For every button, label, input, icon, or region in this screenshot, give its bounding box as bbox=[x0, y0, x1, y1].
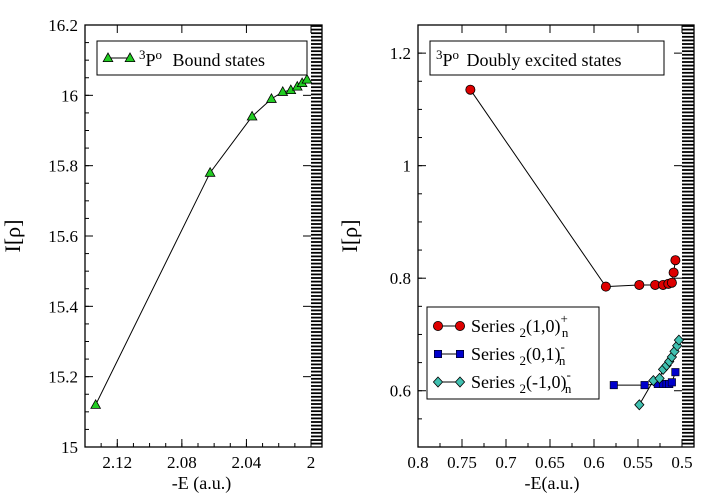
legend-marker bbox=[432, 320, 443, 331]
data-point bbox=[277, 85, 289, 96]
x-axis-label: -E (a.u.) bbox=[172, 473, 231, 494]
data-point bbox=[204, 166, 216, 177]
threshold-band bbox=[682, 25, 694, 447]
y-tick-label: 0.8 bbox=[390, 269, 411, 288]
legend-label: Series 2(-1,0)-n bbox=[471, 367, 572, 396]
x-tick-label: 0.75 bbox=[447, 453, 477, 472]
series-line bbox=[469, 89, 676, 288]
x-tick-label: 0.8 bbox=[407, 453, 428, 472]
data-point bbox=[640, 381, 649, 390]
x-tick-label: 0.55 bbox=[623, 453, 653, 472]
y-tick-label: 15.2 bbox=[48, 368, 78, 387]
y-tick-label: 15.8 bbox=[48, 157, 78, 176]
legend-marker bbox=[455, 349, 464, 358]
legend-marker bbox=[102, 52, 114, 62]
data-point bbox=[634, 399, 645, 411]
data-point bbox=[671, 368, 680, 377]
x-tick-label: 0.65 bbox=[535, 453, 565, 472]
plot-frame bbox=[417, 24, 695, 448]
x-tick-label: 2.04 bbox=[232, 453, 262, 472]
legend-label: 3Po Bound states bbox=[139, 47, 265, 70]
data-point bbox=[246, 110, 258, 121]
y-tick-label: 1 bbox=[403, 157, 412, 176]
y-tick-label: 1.2 bbox=[390, 44, 411, 63]
y-axis-label: I[ρ] bbox=[0, 220, 25, 253]
legend-marker bbox=[124, 52, 136, 62]
bound-states-chart: 15 15.2 15.4 15.6 15.8 16 16.2 2.12 2.08 2.04 2 -E … bbox=[0, 16, 323, 494]
x-tick-label: 2.08 bbox=[167, 453, 197, 472]
data-point bbox=[667, 378, 676, 387]
legend-marker bbox=[454, 376, 466, 388]
data-point bbox=[673, 334, 685, 346]
y-tick-label: 16 bbox=[61, 86, 78, 105]
x-tick-label: 0.7 bbox=[495, 453, 517, 472]
data-point bbox=[634, 279, 645, 290]
y-tick-label: 16.2 bbox=[48, 16, 78, 35]
threshold-band bbox=[311, 25, 322, 447]
x-tick-label: 2.12 bbox=[102, 453, 132, 472]
legend-title-box bbox=[429, 40, 665, 76]
x-axis-label: -E(a.u.) bbox=[525, 473, 580, 494]
data-point bbox=[600, 281, 611, 292]
legend-marker bbox=[432, 376, 444, 388]
x-tick-label: 0.5 bbox=[671, 453, 692, 472]
legend-marker bbox=[433, 349, 442, 358]
plot-frame bbox=[84, 24, 323, 448]
data-point bbox=[666, 277, 677, 288]
legend-label: Series 2(1,0)+ n bbox=[471, 311, 569, 340]
legend-title: 3Po Doubly excited states bbox=[436, 47, 621, 70]
legend-marker bbox=[454, 320, 465, 331]
legend-label: Series 2(0,1)-n bbox=[471, 339, 566, 368]
x-tick-label: 0.6 bbox=[583, 453, 604, 472]
data-point bbox=[301, 73, 313, 84]
data-point bbox=[609, 381, 618, 390]
data-point bbox=[670, 255, 681, 266]
data-point bbox=[654, 372, 665, 384]
series-line bbox=[95, 79, 308, 406]
legend-box bbox=[426, 306, 600, 400]
doubly-excited-states-chart: 0.6 0.8 1 1.2 0.8 0.75 0.7 0.65 0.6 0.55 0.5 -E(a.u… bbox=[337, 24, 695, 494]
y-tick-label: 15 bbox=[61, 438, 78, 457]
data-point bbox=[90, 398, 102, 409]
y-tick-label: 15.6 bbox=[48, 227, 78, 246]
y-tick-label: 15.4 bbox=[48, 297, 78, 316]
data-point bbox=[668, 267, 679, 278]
data-point bbox=[465, 84, 476, 95]
x-tick-label: 2 bbox=[307, 453, 316, 472]
y-axis-label: I[ρ] bbox=[337, 220, 362, 253]
data-point bbox=[265, 93, 277, 103]
y-tick-label: 0.6 bbox=[390, 382, 411, 401]
